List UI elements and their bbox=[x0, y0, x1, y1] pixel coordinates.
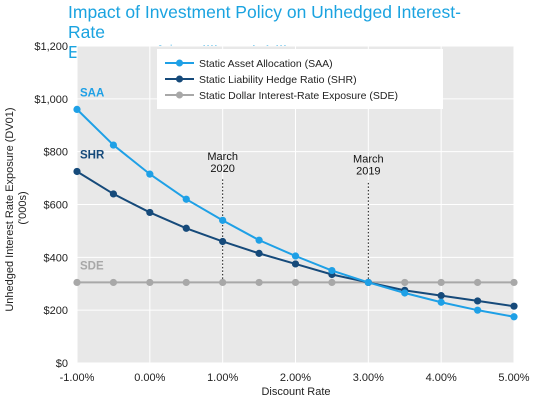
legend-box bbox=[157, 49, 443, 109]
data-point-shr bbox=[437, 292, 445, 300]
y-tick-label: $800 bbox=[44, 147, 68, 159]
x-axis-ticks: -1.00% 0.00% 1.00% 2.00% 3.00% 4.00% 5.00% bbox=[60, 372, 530, 384]
data-point-sde bbox=[473, 278, 482, 287]
legend-marker bbox=[176, 59, 183, 67]
series-label-sde: SDE bbox=[80, 260, 104, 272]
data-point-saa bbox=[73, 105, 81, 113]
data-point-saa bbox=[255, 236, 263, 244]
y-tick-label: $400 bbox=[44, 252, 68, 264]
y-tick-label: $600 bbox=[44, 200, 68, 212]
data-point-saa bbox=[437, 298, 445, 306]
data-point-shr bbox=[219, 237, 227, 246]
data-point-shr bbox=[146, 208, 154, 217]
data-point-saa bbox=[146, 170, 154, 178]
x-tick-label: 4.00% bbox=[426, 372, 457, 384]
data-point-sde bbox=[401, 278, 409, 287]
annotations: March 2020 March 2019 bbox=[207, 151, 384, 283]
y-tick-label: $0 bbox=[56, 358, 68, 370]
data-point-sde bbox=[291, 278, 300, 287]
data-point-saa bbox=[510, 313, 518, 321]
annotation-label: March 2020 bbox=[207, 151, 238, 175]
legend-label: Static Asset Allocation (SAA) bbox=[199, 58, 333, 70]
legend: Static Asset Allocation (SAA) Static Liab… bbox=[157, 49, 443, 109]
data-point-saa bbox=[109, 141, 118, 149]
data-point-shr bbox=[473, 297, 482, 305]
data-point-sde bbox=[255, 278, 263, 287]
data-point-sde bbox=[146, 278, 154, 287]
data-point-saa bbox=[328, 266, 336, 275]
legend-label: Static Dollar Interest-Rate Exposure (SD… bbox=[199, 90, 398, 102]
x-tick-label: 2.00% bbox=[280, 372, 311, 384]
y-tick-label: $1,200 bbox=[34, 41, 68, 53]
data-point-sde bbox=[328, 278, 336, 287]
annotation-label: March 2019 bbox=[353, 154, 384, 178]
series-lines bbox=[73, 105, 518, 321]
y-axis-title: Unhedged Interest Rate Exposure (DV01) (… bbox=[4, 104, 29, 311]
data-point-sde bbox=[73, 278, 81, 287]
y-tick-label: $200 bbox=[44, 305, 68, 317]
series-label-saa: SAA bbox=[80, 87, 104, 99]
data-point-saa bbox=[364, 278, 372, 287]
data-point-sde bbox=[109, 278, 118, 287]
x-tick-label: 0.00% bbox=[134, 372, 165, 384]
data-point-saa bbox=[219, 216, 227, 224]
x-tick-label: 3.00% bbox=[353, 372, 384, 384]
data-point-shr bbox=[291, 260, 300, 268]
data-point-sde bbox=[182, 278, 190, 287]
x-tick-label: 1.00% bbox=[207, 372, 238, 384]
data-point-saa bbox=[473, 306, 482, 314]
data-point-shr bbox=[510, 302, 518, 310]
x-tick-label: 5.00% bbox=[498, 372, 529, 384]
x-axis-title: Discount Rate bbox=[261, 386, 330, 398]
legend-marker bbox=[176, 91, 183, 99]
y-axis-title-line-2: ('000s) bbox=[17, 191, 29, 224]
series-labels: SAA SHR SDE bbox=[80, 87, 105, 272]
series-label-shr: SHR bbox=[80, 149, 105, 161]
data-point-saa bbox=[401, 289, 409, 297]
legend-marker bbox=[176, 75, 183, 83]
x-tick-label: -1.00% bbox=[60, 372, 95, 384]
data-point-shr bbox=[109, 190, 118, 198]
chart-title-line-1: Impact of Investment Policy on Unhedged … bbox=[68, 2, 461, 42]
data-point-shr bbox=[182, 224, 190, 232]
data-point-sde bbox=[437, 278, 445, 287]
y-tick-label: $1,000 bbox=[34, 94, 68, 106]
data-point-saa bbox=[182, 195, 190, 203]
data-point-shr bbox=[255, 249, 263, 257]
data-point-sde bbox=[219, 278, 227, 287]
data-point-sde bbox=[510, 278, 518, 287]
legend-label: Static Liability Hedge Ratio (SHR) bbox=[199, 74, 357, 86]
y-axis-ticks: $0 $200 $400 $600 $800 $1,000 $1,200 bbox=[34, 41, 68, 370]
data-point-shr bbox=[73, 167, 81, 176]
data-point-saa bbox=[291, 252, 300, 260]
y-axis-title-line-1: Unhedged Interest Rate Exposure (DV01) bbox=[4, 107, 16, 311]
